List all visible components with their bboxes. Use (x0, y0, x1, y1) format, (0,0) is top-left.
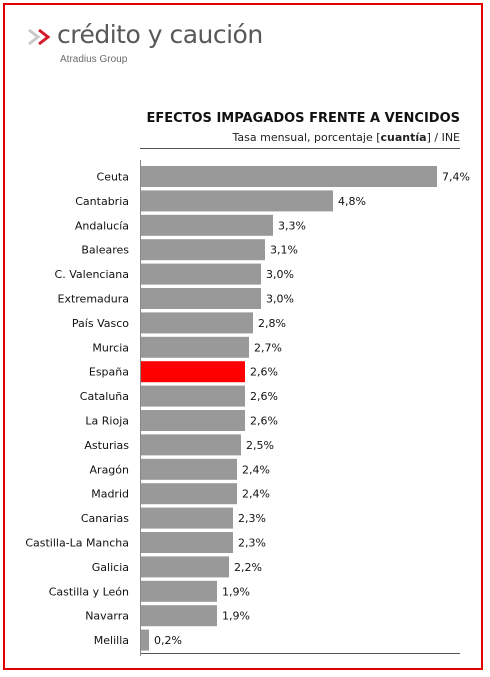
value-label-12: 2,4% (242, 463, 270, 476)
brand-group: Atradius Group (60, 54, 128, 65)
bar-2 (141, 214, 273, 236)
value-label-17: 1,9% (222, 585, 250, 598)
bar-16 (141, 556, 229, 578)
brand-name: crédito y caución (57, 20, 263, 49)
subtitle-part-2: ] / INE (426, 131, 460, 144)
category-label-12: Aragón (90, 463, 130, 476)
bar-19 (141, 629, 149, 651)
bar-12 (141, 458, 237, 480)
bar-10 (141, 410, 245, 431)
value-label-18: 1,9% (222, 610, 250, 623)
category-label-15: Castilla-La Mancha (25, 537, 129, 550)
category-label-10: La Rioja (85, 415, 129, 428)
value-label-4: 3,0% (266, 268, 294, 281)
category-label-6: País Vasco (72, 317, 129, 330)
value-label-11: 2,5% (246, 439, 274, 452)
category-label-17: Castilla y León (49, 585, 129, 598)
value-label-14: 2,3% (238, 512, 266, 525)
bottom-rule (140, 653, 460, 654)
category-label-16: Galicia (92, 561, 129, 574)
value-label-9: 2,6% (250, 390, 278, 403)
value-label-6: 2,8% (258, 317, 286, 330)
chart-frame (3, 3, 483, 670)
category-label-1: Cantabria (75, 195, 129, 208)
value-label-0: 7,4% (442, 171, 470, 184)
value-label-8: 2,6% (250, 366, 278, 379)
bar-15 (141, 532, 233, 553)
bar-4 (141, 263, 261, 285)
value-label-19: 0,2% (154, 634, 182, 647)
value-label-1: 4,8% (338, 195, 366, 208)
bar-18 (141, 605, 217, 627)
category-label-14: Canarias (81, 512, 129, 525)
bar-13 (141, 483, 237, 505)
bar-5 (141, 288, 261, 309)
category-label-7: Murcia (92, 341, 129, 354)
category-label-2: Andalucía (75, 219, 129, 232)
value-label-16: 2,2% (234, 561, 262, 574)
bar-3 (141, 239, 265, 261)
bar-9 (141, 385, 245, 407)
category-label-13: Madrid (91, 488, 129, 501)
value-label-5: 3,0% (266, 293, 294, 306)
bar-14 (141, 507, 233, 529)
bar-6 (141, 312, 253, 334)
category-label-18: Navarra (85, 610, 129, 623)
value-label-10: 2,6% (250, 415, 278, 428)
bar-8 (141, 361, 245, 383)
subtitle-part-bold: cuantía (380, 131, 427, 144)
bar-11 (141, 434, 241, 456)
value-label-15: 2,3% (238, 537, 266, 550)
category-label-5: Extremadura (58, 293, 130, 306)
category-label-0: Ceuta (97, 171, 129, 184)
category-label-4: C. Valenciana (55, 268, 129, 281)
logo-chevron-icon (28, 28, 51, 46)
category-label-3: Baleares (81, 244, 129, 257)
category-label-9: Cataluña (80, 390, 129, 403)
category-label-11: Asturias (84, 439, 129, 452)
top-rule (140, 148, 460, 149)
value-label-2: 3,3% (278, 219, 306, 232)
bar-0 (141, 166, 437, 187)
chart-title: EFECTOS IMPAGADOS FRENTE A VENCIDOS (146, 111, 460, 126)
value-label-7: 2,7% (254, 341, 282, 354)
category-label-8: España (89, 366, 129, 379)
bar-7 (141, 336, 249, 358)
value-label-13: 2,4% (242, 488, 270, 501)
value-label-3: 3,1% (270, 244, 298, 257)
category-label-19: Melilla (94, 634, 129, 647)
subtitle-part-1: Tasa mensual, porcentaje [ (232, 131, 381, 144)
bar-1 (141, 190, 333, 212)
chart-subtitle: Tasa mensual, porcentaje [cuantía] / INE (233, 131, 461, 144)
bar-17 (141, 580, 217, 602)
